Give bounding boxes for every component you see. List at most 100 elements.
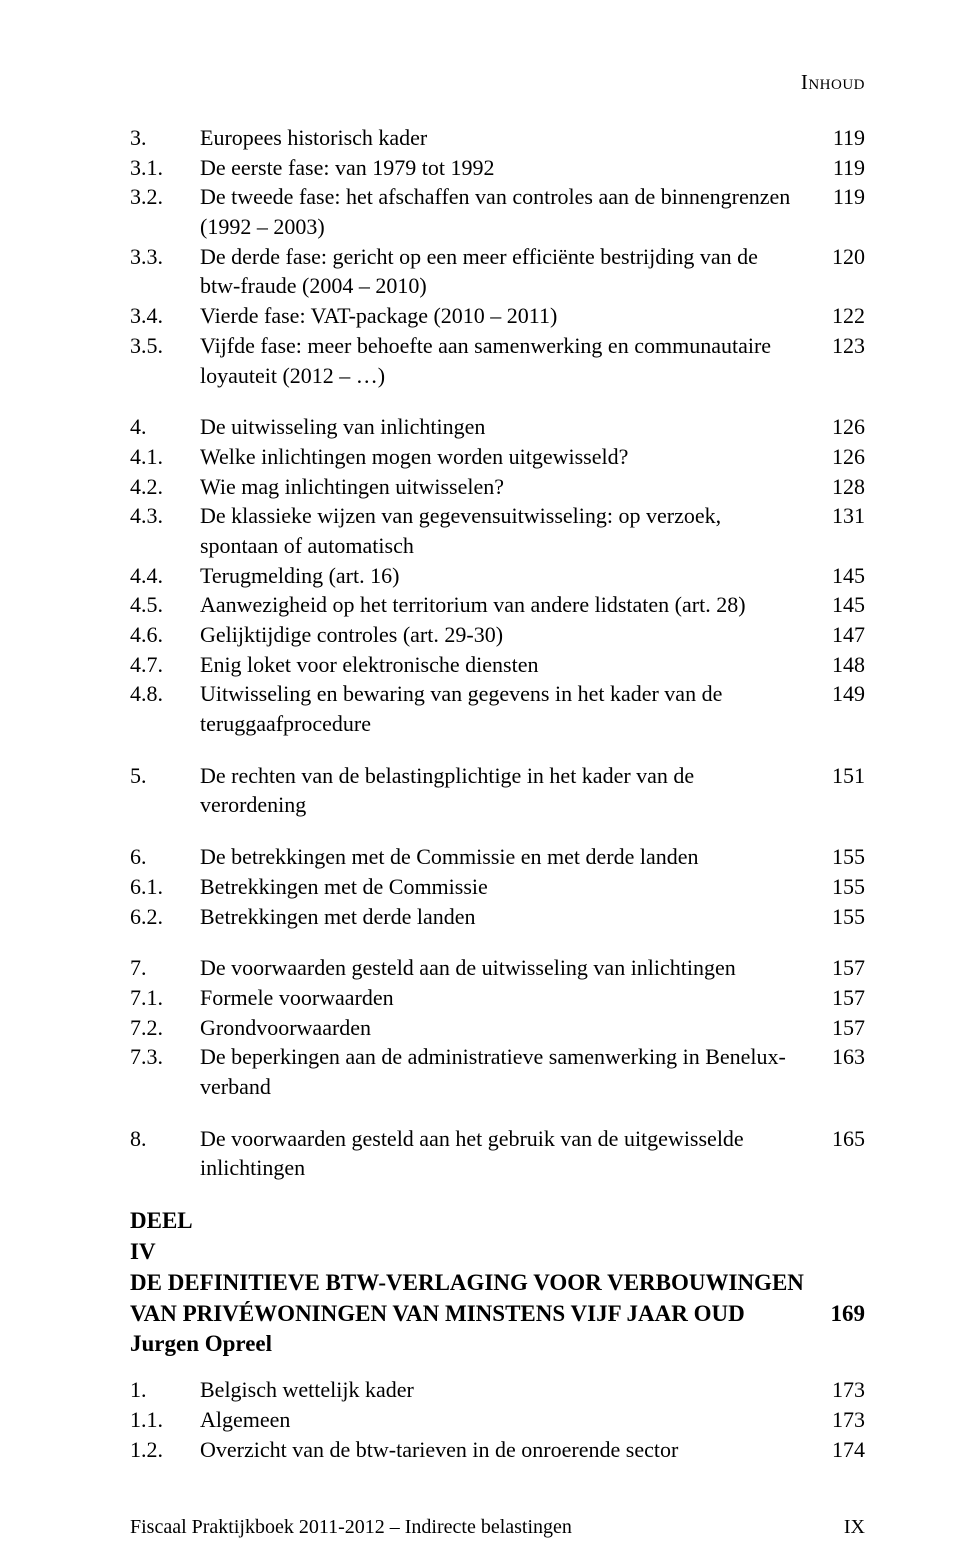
toc-number: 3.4. [130,301,200,331]
toc-row: 4.6.Gelijktijdige controles (art. 29-30)… [130,620,865,650]
toc-row: 4.2.Wie mag inlichtingen uitwisselen?128 [130,472,865,502]
toc-number: 6. [130,842,200,872]
toc-page: 128 [813,472,865,502]
toc-number: 3.1. [130,153,200,183]
toc-number: 3.5. [130,331,200,361]
toc-row: 3.1.De eerste fase: van 1979 tot 1992119 [130,153,865,183]
toc-text: Overzicht van de btw-tarieven in de onro… [200,1435,813,1465]
toc-row: 1.Belgisch wettelijk kader173 [130,1375,865,1405]
toc-number: 1.1. [130,1405,200,1435]
toc-number: 4.3. [130,501,200,531]
toc-number: 4.4. [130,561,200,591]
footer-page-number: IX [844,1516,865,1539]
toc-row: 3.2.De tweede fase: het afschaffen van c… [130,182,865,241]
toc-number: 4.6. [130,620,200,650]
toc-text: De voorwaarden gesteld aan het gebruik v… [200,1124,813,1183]
toc-page: 126 [813,442,865,472]
toc-text: De betrekkingen met de Commissie en met … [200,842,813,872]
toc-row: 4.1.Welke inlichtingen mogen worden uitg… [130,442,865,472]
toc-group: 5.De rechten van de belastingplichtige i… [130,761,865,820]
toc-text: De eerste fase: van 1979 tot 1992 [200,153,813,183]
toc-page: 119 [813,123,865,153]
toc-row: 3.Europees historisch kader119 [130,123,865,153]
toc-page: 173 [813,1405,865,1435]
part-author: Jurgen Opreel [130,1331,865,1357]
toc-text: Vijfde fase: meer behoefte aan samenwerk… [200,331,813,390]
page-footer: Fiscaal Praktijkboek 2011-2012 – Indirec… [130,1516,865,1539]
toc-page: 149 [813,679,865,709]
page: Inhoud 3.Europees historisch kader1193.1… [0,0,960,1568]
toc-text: Formele voorwaarden [200,983,813,1013]
toc-row: 7.2.Grondvoorwaarden157 [130,1013,865,1043]
toc-number: 1. [130,1375,200,1405]
toc-page: 119 [813,153,865,183]
toc-row: 7.De voorwaarden gesteld aan de uitwisse… [130,953,865,983]
toc-row: 4.7.Enig loket voor elektronische dienst… [130,650,865,680]
toc-page: 151 [813,761,865,791]
toc-group: 4.De uitwisseling van inlichtingen1264.1… [130,412,865,739]
toc-row: 7.1.Formele voorwaarden157 [130,983,865,1013]
toc-text: Algemeen [200,1405,813,1435]
toc-row: 6.1.Betrekkingen met de Commissie155 [130,872,865,902]
toc-text: De derde fase: gericht op een meer effic… [200,242,813,301]
toc-number: 6.1. [130,872,200,902]
toc-page: 155 [813,842,865,872]
toc-row: 6.De betrekkingen met de Commissie en me… [130,842,865,872]
toc-number: 4.1. [130,442,200,472]
toc-row: 4.4.Terugmelding (art. 16)145 [130,561,865,591]
toc-text: Belgisch wettelijk kader [200,1375,813,1405]
toc-row: 7.3.De beperkingen aan de administratiev… [130,1042,865,1101]
toc-number: 4.8. [130,679,200,709]
toc-row: 4.5.Aanwezigheid op het territorium van … [130,590,865,620]
toc-page: 148 [813,650,865,680]
part-title-line1: DE DEFINITIEVE BTW-VERLAGING VOOR VERBOU… [130,1267,813,1298]
toc-row: 6.2.Betrekkingen met derde landen155 [130,902,865,932]
toc-number: 5. [130,761,200,791]
toc-text: Gelijktijdige controles (art. 29-30) [200,620,813,650]
toc-page: 163 [813,1042,865,1072]
toc-row: 3.3.De derde fase: gericht op een meer e… [130,242,865,301]
toc-group: 3.Europees historisch kader1193.1.De eer… [130,123,865,390]
toc-number: 4.5. [130,590,200,620]
toc-row: 5.De rechten van de belastingplichtige i… [130,761,865,820]
toc-number: 4.7. [130,650,200,680]
toc-number: 6.2. [130,902,200,932]
toc-number: 1.2. [130,1435,200,1465]
toc-number: 8. [130,1124,200,1154]
toc-group: 6.De betrekkingen met de Commissie en me… [130,842,865,931]
toc-text: Terugmelding (art. 16) [200,561,813,591]
toc-number: 7.2. [130,1013,200,1043]
toc-page: 155 [813,872,865,902]
toc-text: De voorwaarden gesteld aan de uitwisseli… [200,953,813,983]
toc-text: Enig loket voor elektronische diensten [200,650,813,680]
toc-row: 8.De voorwaarden gesteld aan het gebruik… [130,1124,865,1183]
toc-group: 1.Belgisch wettelijk kader1731.1.Algemee… [130,1375,865,1464]
toc-number: 4.2. [130,472,200,502]
toc-page: 120 [813,242,865,272]
toc-page: 157 [813,953,865,983]
toc-text: Betrekkingen met de Commissie [200,872,813,902]
toc-row: 1.1.Algemeen173 [130,1405,865,1435]
toc-text: Wie mag inlichtingen uitwisselen? [200,472,813,502]
part-label: DEEL IV [130,1205,200,1267]
toc-text: De rechten van de belastingplichtige in … [200,761,813,820]
toc-page: 155 [813,902,865,932]
toc-text: Europees historisch kader [200,123,813,153]
toc-number: 4. [130,412,200,442]
toc-text: Betrekkingen met derde landen [200,902,813,932]
part-heading: DEEL IV DE DEFINITIEVE BTW-VERLAGING VOO… [130,1205,865,1329]
toc-page: 131 [813,501,865,531]
toc-number: 7.3. [130,1042,200,1072]
toc-number: 3.2. [130,182,200,212]
toc-number: 7.1. [130,983,200,1013]
toc-page: 145 [813,561,865,591]
toc-number: 3.3. [130,242,200,272]
toc-text: De klassieke wijzen van gegevensuitwisse… [200,501,813,560]
toc-row: 4.De uitwisseling van inlichtingen126 [130,412,865,442]
toc-text: De uitwisseling van inlichtingen [200,412,813,442]
table-of-contents: 3.Europees historisch kader1193.1.De eer… [130,123,865,1486]
toc-text: Uitwisseling en bewaring van gegevens in… [200,679,813,738]
part-page: 169 [813,1298,865,1329]
toc-text: Welke inlichtingen mogen worden uitgewis… [200,442,813,472]
toc-group: 8.De voorwaarden gesteld aan het gebruik… [130,1124,865,1183]
